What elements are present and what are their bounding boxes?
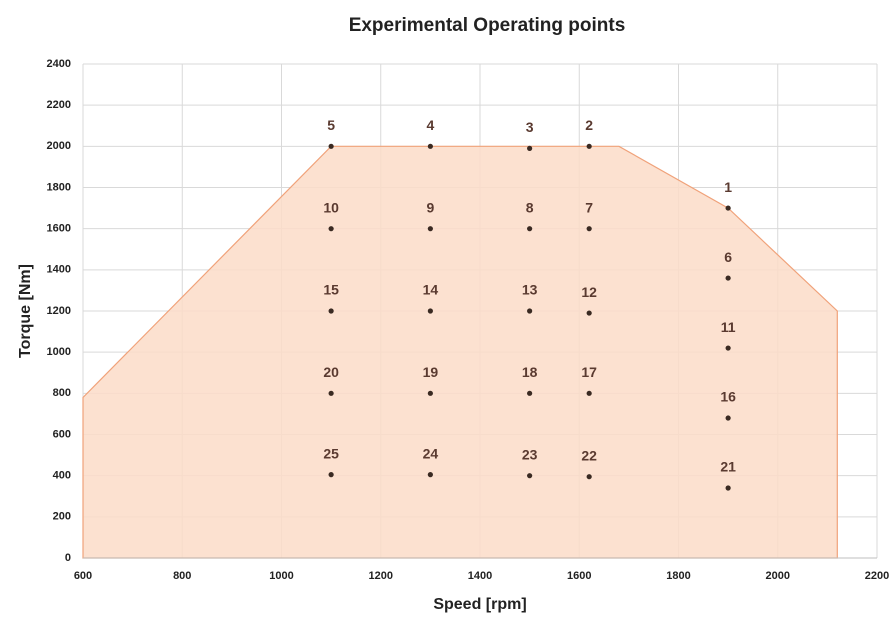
point-label: 14 bbox=[423, 282, 439, 298]
operating-point bbox=[328, 308, 334, 314]
y-tick-label: 800 bbox=[53, 387, 71, 399]
operating-point bbox=[586, 226, 592, 232]
x-tick-label: 600 bbox=[74, 570, 92, 582]
point-label: 12 bbox=[581, 284, 597, 300]
chart-title: Experimental Operating points bbox=[349, 15, 626, 36]
point-label: 10 bbox=[323, 199, 339, 215]
point-label: 24 bbox=[423, 445, 439, 461]
y-tick-label: 2400 bbox=[47, 58, 71, 70]
operating-point bbox=[427, 390, 433, 396]
x-tick-label: 800 bbox=[173, 570, 191, 582]
point-label: 22 bbox=[581, 447, 597, 463]
operating-point bbox=[427, 143, 433, 149]
x-tick-label: 2200 bbox=[865, 570, 889, 582]
operating-point bbox=[586, 310, 592, 316]
operating-point bbox=[328, 472, 334, 478]
operating-point bbox=[586, 143, 592, 149]
x-axis-title: Speed [rpm] bbox=[433, 596, 526, 613]
operating-point bbox=[427, 472, 433, 478]
x-tick-label: 1400 bbox=[468, 570, 492, 582]
x-tick-label: 1000 bbox=[269, 570, 293, 582]
point-label: 9 bbox=[426, 199, 434, 215]
x-tick-label: 1200 bbox=[369, 570, 393, 582]
point-label: 25 bbox=[323, 445, 339, 461]
point-label: 11 bbox=[721, 319, 736, 335]
operating-point bbox=[725, 345, 731, 351]
operating-point bbox=[427, 308, 433, 314]
point-label: 13 bbox=[522, 282, 538, 298]
x-tick-label: 1800 bbox=[666, 570, 690, 582]
point-label: 21 bbox=[720, 459, 736, 475]
point-label: 16 bbox=[720, 389, 736, 405]
operating-point bbox=[725, 275, 731, 281]
operating-point bbox=[328, 226, 334, 232]
y-tick-label: 600 bbox=[53, 428, 71, 440]
operating-point bbox=[527, 390, 533, 396]
y-tick-label: 1000 bbox=[47, 346, 71, 358]
point-label: 15 bbox=[323, 282, 339, 298]
point-label: 2 bbox=[585, 117, 593, 133]
point-label: 19 bbox=[423, 364, 439, 380]
operating-point bbox=[725, 205, 731, 211]
y-tick-label: 200 bbox=[53, 511, 71, 523]
x-tick-label: 1600 bbox=[567, 570, 591, 582]
operating-point bbox=[527, 308, 533, 314]
point-label: 7 bbox=[585, 199, 593, 215]
y-tick-label: 1400 bbox=[47, 264, 71, 276]
operating-envelope bbox=[82, 145, 838, 559]
y-tick-label: 2000 bbox=[47, 140, 71, 152]
point-label: 8 bbox=[526, 199, 534, 215]
point-label: 1 bbox=[724, 179, 732, 195]
y-axis-title: Torque [Nm] bbox=[17, 264, 34, 358]
operating-point bbox=[328, 143, 334, 149]
operating-point bbox=[725, 485, 731, 491]
y-tick-label: 2200 bbox=[47, 99, 71, 111]
point-label: 6 bbox=[724, 249, 732, 265]
operating-point bbox=[725, 415, 731, 421]
operating-point bbox=[427, 226, 433, 232]
point-label: 23 bbox=[522, 446, 538, 462]
y-tick-label: 1800 bbox=[47, 181, 71, 193]
operating-point bbox=[527, 473, 533, 479]
operating-point bbox=[586, 390, 592, 396]
point-label: 20 bbox=[323, 364, 339, 380]
operating-point bbox=[527, 226, 533, 232]
operating-point bbox=[586, 474, 592, 480]
y-tick-label: 0 bbox=[65, 552, 71, 564]
point-label: 18 bbox=[522, 364, 538, 380]
y-tick-label: 1200 bbox=[47, 305, 71, 317]
operating-point bbox=[328, 390, 334, 396]
point-label: 3 bbox=[526, 119, 534, 135]
point-label: 4 bbox=[426, 117, 434, 133]
y-tick-label: 1600 bbox=[47, 223, 71, 235]
y-tick-label: 400 bbox=[53, 470, 71, 482]
point-label: 5 bbox=[327, 117, 335, 133]
operating-point bbox=[527, 145, 533, 151]
point-label: 17 bbox=[581, 364, 597, 380]
x-tick-label: 2000 bbox=[766, 570, 790, 582]
